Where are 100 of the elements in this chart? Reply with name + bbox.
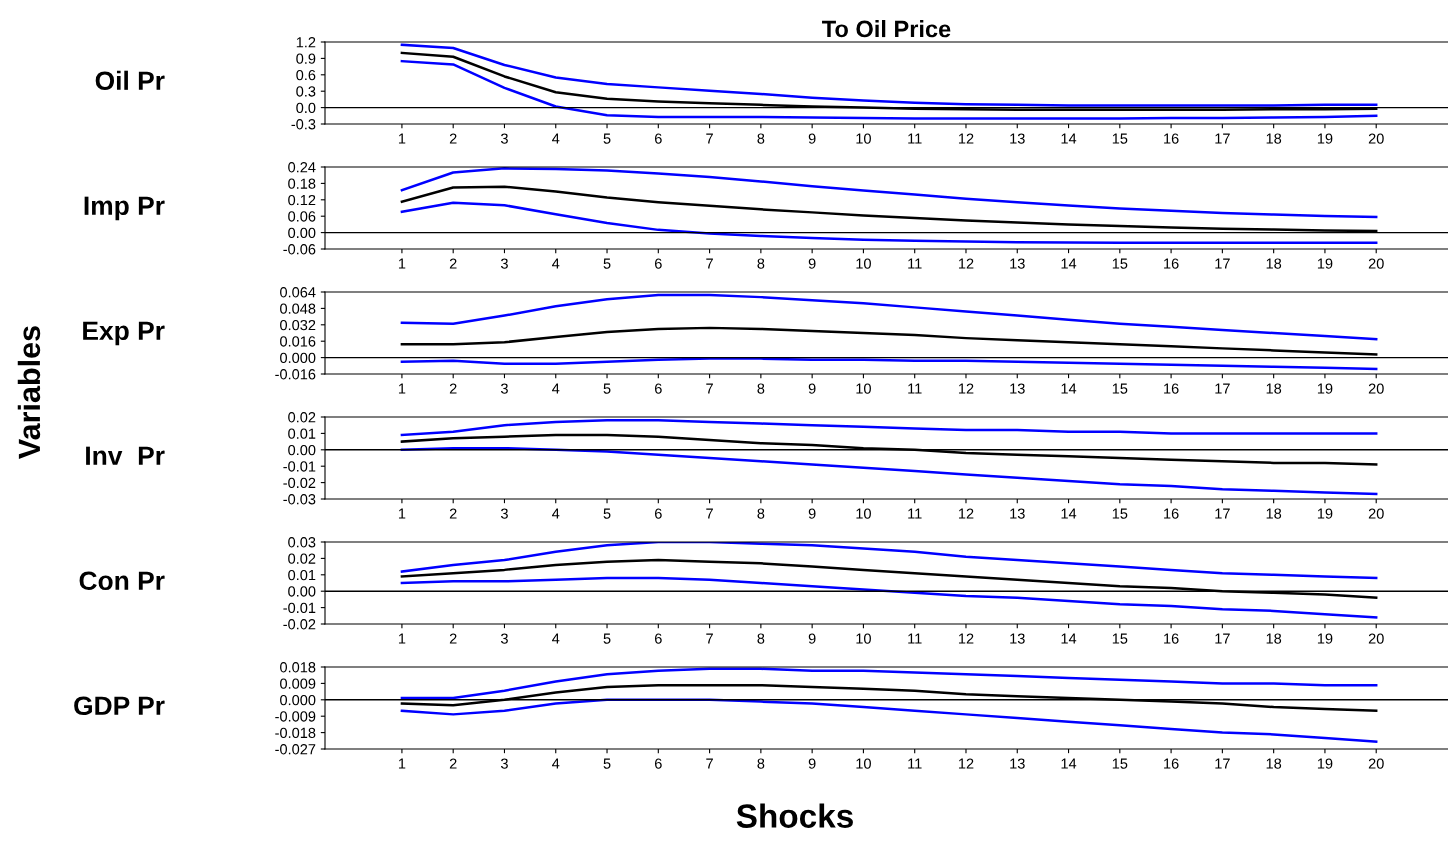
x-tick-label: 14 [1061,258,1077,269]
y-tick-label: 0.000 [280,352,316,364]
x-tick-label: 18 [1266,258,1282,269]
x-tick-label: 12 [958,758,974,769]
y-tick-label: 1.2 [296,37,316,48]
x-tick-label: 1 [398,633,406,644]
x-tick-label: 4 [552,508,560,519]
x-tick-label: 6 [655,383,662,394]
x-tick-label: 14 [1061,383,1077,394]
x-tick-label: 5 [603,758,611,769]
x-tick-label: 17 [1215,633,1230,644]
y-tick-label: 0.02 [288,553,316,564]
y-tick-label: 0.03 [288,537,316,548]
x-tick-label: 16 [1164,133,1179,144]
y-tick-label: 0.02 [288,412,316,423]
x-tick-label: 6 [655,133,662,144]
y-tick-label: 0.00 [288,227,316,239]
y-axis-title: Inv Pr [86,446,165,465]
x-tick-label: 5 [603,633,611,644]
x-tick-label: 12 [958,258,974,269]
x-tick-label: 9 [808,758,816,769]
x-tick-label: 18 [1266,383,1282,394]
y-tick-label: -0.01 [283,461,316,472]
x-tick-label: 10 [856,383,871,394]
y-axis-title: Imp Pr [84,196,165,221]
x-tick-label: 13 [1010,758,1025,769]
y-tick-label: 0.009 [280,678,316,689]
x-tick-label: 14 [1061,133,1077,144]
x-tick-label: 11 [908,508,922,519]
x-tick-label: 7 [706,258,713,269]
x-tick-label: 15 [1112,633,1128,644]
y-axis-title: Exp Pr [83,321,165,346]
x-tick-label: 2 [449,508,457,519]
x-tick-label: 8 [757,633,765,644]
x-tick-label: 16 [1164,758,1179,769]
x-tick-label: 19 [1317,383,1333,394]
x-tick-label: 13 [1010,133,1025,144]
x-tick-label: 14 [1061,633,1077,644]
x-tick-label: 13 [1010,383,1025,394]
x-tick-label: 7 [706,508,713,519]
x-tick-label: 4 [552,758,560,769]
x-tick-label: 1 [398,258,406,269]
x-tick-label: 19 [1317,758,1333,769]
x-tick-label: 9 [808,133,816,144]
x-tick-label: 1 [398,758,406,769]
y-tick-label: -0.01 [283,602,316,614]
x-tick-label: 17 [1215,383,1230,394]
x-tick-label: 9 [808,633,816,644]
x-tick-label: 17 [1215,758,1230,769]
x-tick-label: 6 [655,758,662,769]
x-tick-label: 7 [706,633,713,644]
x-tick-label: 8 [757,508,765,519]
x-tick-label: 20 [1368,258,1384,269]
x-tick-label: 5 [603,133,611,144]
x-tick-label: 10 [856,258,871,269]
x-tick-label: 11 [908,383,922,394]
x-tick-label: 11 [908,258,922,269]
x-tick-label: 18 [1266,758,1282,769]
x-tick-label: 17 [1215,508,1230,519]
x-tick-label: 3 [500,383,508,394]
x-tick-label: 11 [908,133,922,144]
x-tick-label: 11 [908,633,922,644]
x-tick-label: 3 [500,633,508,644]
y-tick-label: 0.00 [288,444,316,456]
x-tick-label: 14 [1061,508,1077,519]
x-tick-label: 13 [1010,508,1025,519]
x-tick-label: 8 [757,258,765,269]
x-tick-label: 1 [398,383,406,394]
chart-title: To Oil Price [822,19,951,38]
x-tick-label: 2 [449,133,457,144]
text: Variables [17,326,41,459]
x-tick-label: 8 [757,133,765,144]
y-axis-title: Oil Pr [95,70,165,91]
x-tick-label: 15 [1112,133,1128,144]
x-tick-label: 19 [1317,258,1333,269]
x-tick-label: 2 [449,258,457,269]
x-tick-label: 16 [1164,383,1179,394]
y-tick-label: 0.000 [280,694,316,706]
y-tick-label: 0.18 [288,178,316,189]
y-tick-label: 0.3 [296,86,316,97]
x-tick-label: 9 [808,508,816,519]
x-tick-label: 2 [449,383,457,394]
x-tick-label: 2 [449,758,457,769]
x-tick-label: 19 [1317,508,1333,519]
x-tick-label: 15 [1112,508,1128,519]
x-tick-label: 16 [1164,633,1179,644]
x-tick-label: 6 [655,508,662,519]
x-tick-label: 15 [1112,758,1128,769]
x-tick-label: 4 [552,258,560,269]
y-tick-label: 0.24 [288,162,316,173]
x-tick-label: 5 [603,383,611,394]
y-tick-label: -0.016 [275,369,316,380]
x-tick-label: 5 [603,508,611,519]
x-tick-label: 19 [1317,133,1333,144]
y-tick-label: -0.06 [283,244,316,255]
x-tick-label: 11 [908,758,922,769]
x-tick-label: 17 [1215,133,1230,144]
x-tick-label: 5 [603,258,611,269]
y-tick-label: -0.02 [283,619,316,630]
x-tick-label: 10 [856,133,871,144]
